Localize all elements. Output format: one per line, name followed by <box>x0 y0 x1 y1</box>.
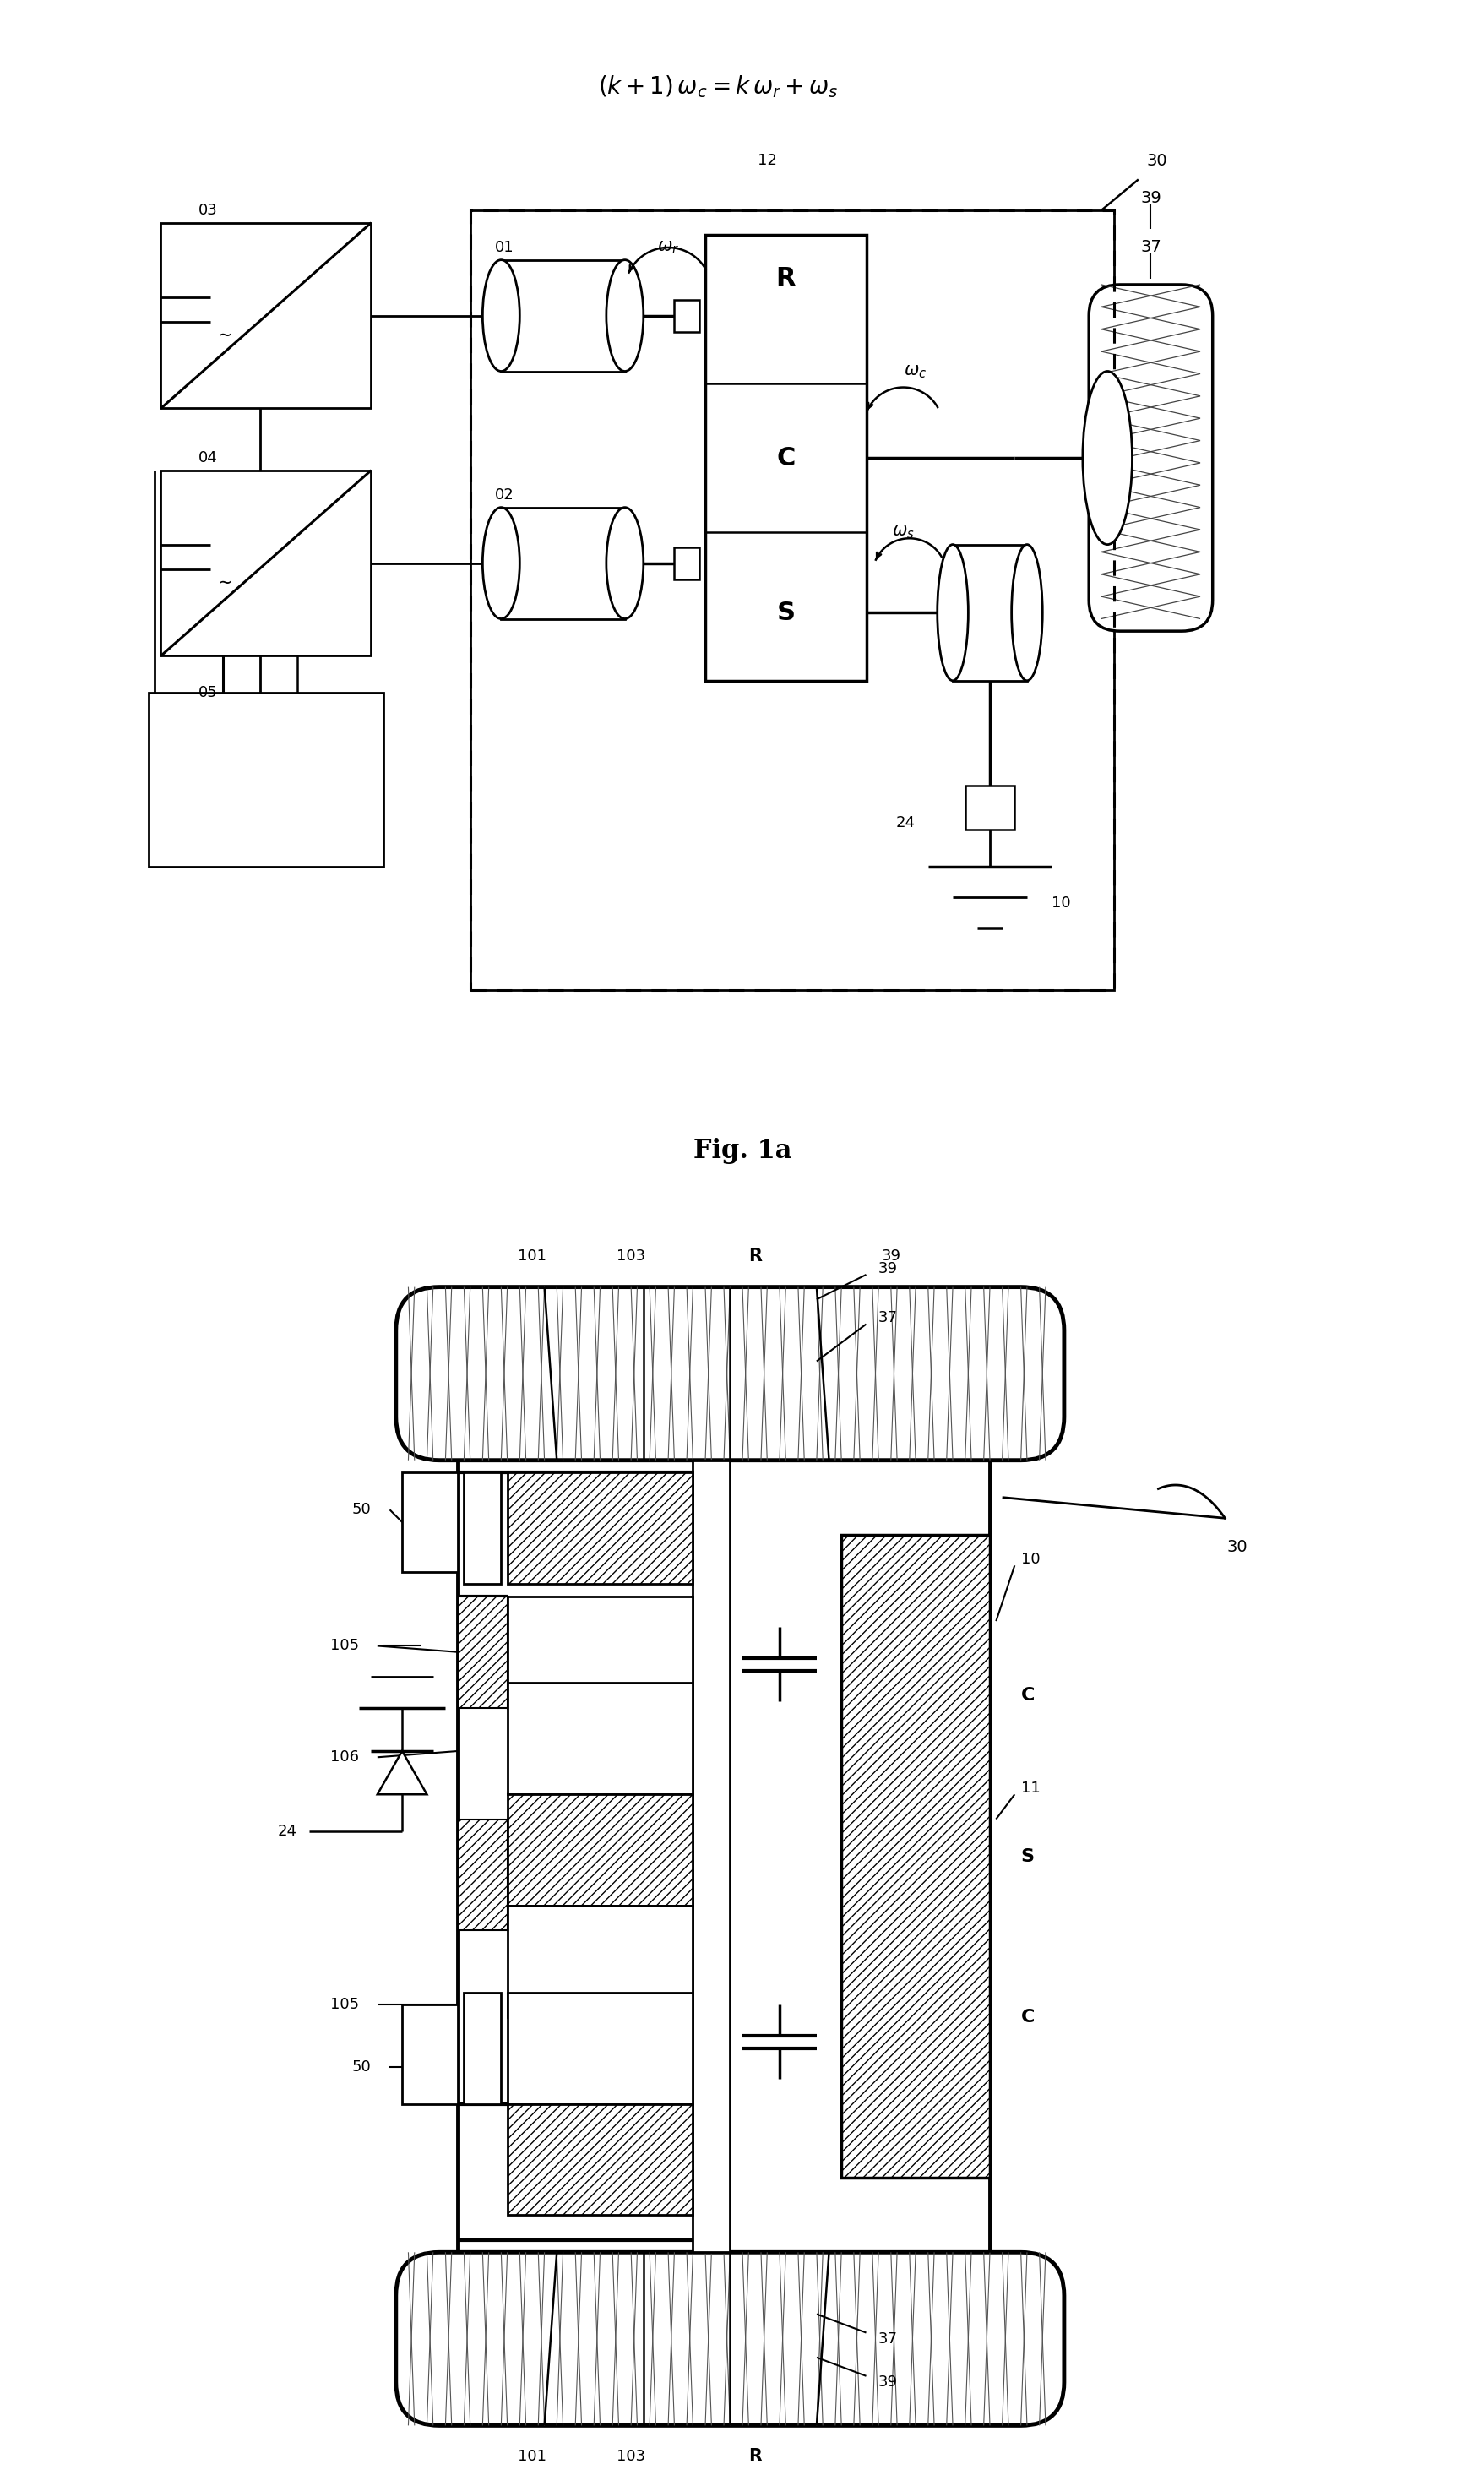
Text: 02: 02 <box>494 488 513 502</box>
Text: $\omega_r$: $\omega_r$ <box>657 240 678 255</box>
Bar <box>402 1473 457 1572</box>
Text: S: S <box>776 601 794 624</box>
Bar <box>508 2104 693 2215</box>
Text: 24: 24 <box>278 1824 297 1839</box>
Text: 105: 105 <box>329 1997 359 2012</box>
Ellipse shape <box>482 507 519 619</box>
Bar <box>508 1992 693 2104</box>
Bar <box>160 223 371 408</box>
Text: 37: 37 <box>1140 240 1160 255</box>
Bar <box>508 1794 693 1906</box>
Bar <box>502 507 625 619</box>
Text: 37: 37 <box>879 2331 898 2346</box>
Text: 37: 37 <box>879 1309 898 1327</box>
Ellipse shape <box>1082 371 1132 544</box>
Text: 103: 103 <box>616 2448 646 2465</box>
Text: Fig. 1a: Fig. 1a <box>693 1138 791 1163</box>
Bar <box>463 1473 502 1584</box>
Ellipse shape <box>482 260 519 371</box>
Text: $\omega_c$: $\omega_c$ <box>904 364 926 379</box>
Bar <box>508 1906 693 2017</box>
Bar <box>693 1460 730 2252</box>
Text: C: C <box>1021 1688 1034 1703</box>
Text: S: S <box>1021 1849 1034 1864</box>
Ellipse shape <box>605 260 643 371</box>
Bar <box>705 235 865 681</box>
Text: 03: 03 <box>197 203 217 218</box>
Text: 39: 39 <box>880 1247 901 1265</box>
Text: 50: 50 <box>352 1502 371 1517</box>
Text: 30: 30 <box>1226 1539 1247 1554</box>
Text: R: R <box>748 2448 761 2465</box>
Bar <box>502 260 625 371</box>
Text: 05: 05 <box>197 686 217 700</box>
Text: C: C <box>776 446 795 470</box>
Text: $\sim$: $\sim$ <box>214 574 232 589</box>
Bar <box>965 785 1014 829</box>
Text: 106: 106 <box>329 1750 359 1765</box>
Text: 01: 01 <box>494 240 513 255</box>
Bar <box>457 1596 508 1708</box>
Bar <box>402 2005 457 2104</box>
Text: 10: 10 <box>1051 896 1070 911</box>
Bar <box>674 547 699 579</box>
Text: 10: 10 <box>1021 1552 1039 1567</box>
Text: R: R <box>775 267 795 290</box>
Bar <box>470 210 1113 990</box>
Text: 101: 101 <box>518 1247 546 1265</box>
Bar <box>463 1992 502 2104</box>
Text: 103: 103 <box>616 1247 646 1265</box>
Bar <box>508 1473 693 1584</box>
Polygon shape <box>377 1752 427 1794</box>
Ellipse shape <box>936 544 968 681</box>
Text: 50: 50 <box>352 2059 371 2074</box>
Text: 24: 24 <box>896 814 916 832</box>
Text: 105: 105 <box>329 1638 359 1653</box>
FancyBboxPatch shape <box>396 1287 1064 1460</box>
Text: 04: 04 <box>197 450 217 465</box>
Bar <box>508 1683 693 1794</box>
Text: 12: 12 <box>757 153 776 168</box>
Text: 101: 101 <box>518 2448 546 2465</box>
Text: $\sim$: $\sim$ <box>214 327 232 342</box>
Text: 39: 39 <box>1140 191 1160 205</box>
FancyBboxPatch shape <box>1088 285 1212 631</box>
Text: 30: 30 <box>1146 153 1166 168</box>
FancyBboxPatch shape <box>396 2252 1064 2426</box>
Text: 11: 11 <box>1021 1780 1039 1797</box>
Bar <box>953 544 1027 681</box>
Bar <box>148 693 383 866</box>
Text: C: C <box>1021 2010 1034 2025</box>
Text: 39: 39 <box>879 2374 898 2391</box>
Bar <box>674 299 699 332</box>
Text: 39: 39 <box>879 1260 898 1277</box>
Bar <box>841 1534 990 2178</box>
Ellipse shape <box>605 507 643 619</box>
Bar <box>508 1596 693 1708</box>
Ellipse shape <box>1011 544 1042 681</box>
Text: $\omega_s$: $\omega_s$ <box>892 525 914 540</box>
Text: R: R <box>748 1247 761 1265</box>
Bar <box>470 210 1113 990</box>
Bar <box>160 470 371 656</box>
Text: $(k+1)\,\omega_c = k\,\omega_r + \omega_s$: $(k+1)\,\omega_c = k\,\omega_r + \omega_… <box>597 74 837 99</box>
Bar <box>457 1819 508 1931</box>
